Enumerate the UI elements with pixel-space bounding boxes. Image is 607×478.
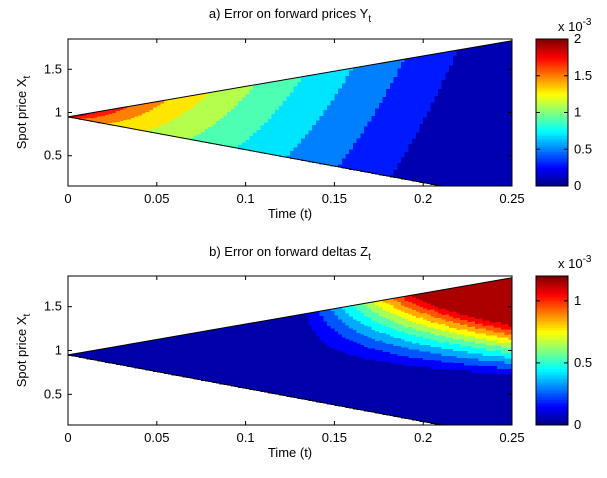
colorbar-tick-label: 0.5 (574, 355, 592, 370)
colorbar-scale-exponent: -3 (583, 17, 592, 28)
colorbar-scale-base: x 10 (558, 19, 583, 34)
x-tick-label: 0.15 (322, 191, 347, 206)
x-tick-label: 0 (64, 191, 71, 206)
x-tick-label: 0.25 (499, 430, 524, 445)
x-axis-label: Time (t) (268, 206, 312, 221)
colorbar-scale-label: x 10-3 (558, 17, 592, 34)
panel-title-main: a) Error on forward prices Y (209, 6, 369, 21)
x-tick-label: 0.1 (237, 430, 255, 445)
colorbar: 0 0.5 1 x 10-3 (536, 254, 592, 432)
panel-title: b) Error on forward deltas Zt (209, 244, 371, 263)
colorbar-scale-label: x 10-3 (558, 254, 592, 271)
x-tick-label: 0.25 (499, 191, 524, 206)
x-tick-label: 0 (64, 430, 71, 445)
y-tick-label: 0.5 (44, 148, 62, 163)
y-axis-label-subscript: t (22, 75, 33, 78)
x-tick-label: 0.15 (322, 430, 347, 445)
contour-plot (68, 41, 513, 200)
contour-plot (68, 278, 513, 439)
y-axis-label: Spot price Xt (14, 75, 33, 149)
panel-title: a) Error on forward prices Yt (209, 6, 371, 25)
x-tick-label: 0.2 (414, 191, 432, 206)
panel-forward-deltas: 0 0.05 0.1 0.15 0.2 0.25 0.5 1 1.5 b) Error on fo… (14, 244, 592, 460)
colorbar-tick-label: 0 (574, 178, 581, 193)
y-axis-label-subscript: t (22, 313, 33, 316)
colorbar-tick-label: 0 (574, 417, 581, 432)
x-tick-label: 0.05 (144, 430, 169, 445)
panel-forward-prices: 0 0.05 0.1 0.15 0.2 0.25 0.5 1 1.5 a) Error on fo… (14, 6, 592, 221)
x-tick-label: 0.1 (237, 191, 255, 206)
colorbar-tick-label: 1 (574, 293, 581, 308)
y-tick-label: 0.5 (44, 386, 62, 401)
x-tick-label: 0.05 (144, 191, 169, 206)
colorbar-tick-label: 1 (574, 105, 581, 120)
panel-title-subscript: t (368, 14, 371, 25)
x-tick-label: 0.2 (414, 430, 432, 445)
y-axis-label: Spot price Xt (14, 313, 33, 387)
y-tick-label: 1 (55, 343, 62, 358)
colorbar-tick-label: 1.5 (574, 68, 592, 83)
y-tick-label: 1.5 (44, 61, 62, 76)
panel-title-main: b) Error on forward deltas Z (209, 244, 368, 259)
colorbar-tick-label: 0.5 (574, 141, 592, 156)
colorbar: 00.511.52x 10-3 (536, 17, 592, 193)
y-axis-label-main: Spot price X (14, 78, 29, 149)
y-tick-label: 1 (55, 105, 62, 120)
colorbar-scale-base: x 10 (558, 256, 583, 271)
y-axis-label-main: Spot price X (14, 316, 29, 387)
x-axis-label: Time (t) (268, 445, 312, 460)
panel-title-subscript: t (368, 252, 371, 263)
colorbar-scale-exponent: -3 (583, 254, 592, 265)
y-tick-label: 1.5 (44, 299, 62, 314)
